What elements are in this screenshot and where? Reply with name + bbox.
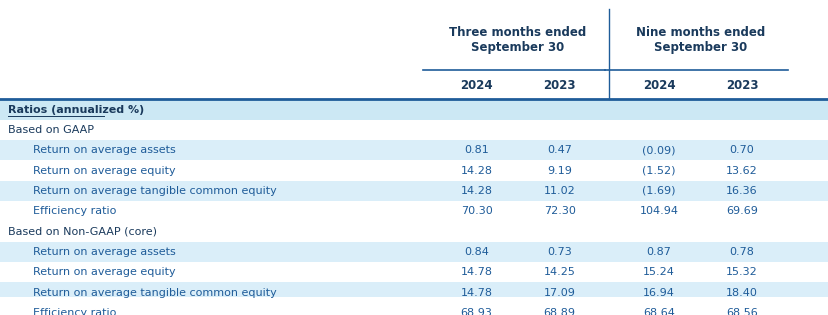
Text: 14.78: 14.78 [460, 267, 492, 277]
Text: 16.94: 16.94 [643, 288, 674, 298]
Text: 0.47: 0.47 [546, 145, 571, 155]
Bar [0, 120, 828, 140]
Text: 9.19: 9.19 [546, 166, 571, 175]
Text: 0.84: 0.84 [464, 247, 489, 257]
Text: 16.36: 16.36 [725, 186, 757, 196]
Bar [0, 283, 828, 303]
Text: Efficiency ratio: Efficiency ratio [33, 206, 117, 216]
Text: 2023: 2023 [724, 79, 758, 92]
Text: 14.78: 14.78 [460, 288, 492, 298]
Text: 18.40: 18.40 [725, 288, 757, 298]
Text: 70.30: 70.30 [460, 206, 492, 216]
Text: Return on average assets: Return on average assets [33, 247, 176, 257]
Bar [0, 9, 828, 100]
Text: 15.32: 15.32 [725, 267, 757, 277]
Text: (0.09): (0.09) [642, 145, 675, 155]
Text: 2024: 2024 [460, 79, 493, 92]
Text: 68.56: 68.56 [725, 308, 757, 315]
Text: 15.24: 15.24 [643, 267, 674, 277]
Text: Efficiency ratio: Efficiency ratio [33, 308, 117, 315]
Text: 0.73: 0.73 [546, 247, 571, 257]
Text: 69.69: 69.69 [725, 206, 757, 216]
Text: 14.25: 14.25 [543, 267, 575, 277]
Bar [0, 160, 828, 181]
Text: 104.94: 104.94 [638, 206, 678, 216]
Bar [0, 140, 828, 160]
Bar [0, 262, 828, 283]
Text: Based on Non-GAAP (core): Based on Non-GAAP (core) [8, 226, 157, 237]
Text: Return on average assets: Return on average assets [33, 145, 176, 155]
Text: 14.28: 14.28 [460, 186, 492, 196]
Text: 2023: 2023 [542, 79, 575, 92]
Text: Return on average equity: Return on average equity [33, 166, 176, 175]
Bar [0, 100, 828, 120]
Text: 68.64: 68.64 [643, 308, 674, 315]
Text: Based on GAAP: Based on GAAP [8, 125, 94, 135]
Bar [0, 181, 828, 201]
Text: Ratios (annualized %): Ratios (annualized %) [8, 105, 144, 115]
Text: (1.52): (1.52) [642, 166, 675, 175]
Text: Three months ended
September 30: Three months ended September 30 [449, 26, 586, 54]
Text: 68.89: 68.89 [543, 308, 575, 315]
Bar [0, 201, 828, 221]
Text: 2024: 2024 [642, 79, 675, 92]
Text: 68.93: 68.93 [460, 308, 492, 315]
Text: 0.87: 0.87 [646, 247, 671, 257]
Text: Return on average equity: Return on average equity [33, 267, 176, 277]
Text: Return on average tangible common equity: Return on average tangible common equity [33, 186, 277, 196]
Text: 14.28: 14.28 [460, 166, 492, 175]
Text: 17.09: 17.09 [543, 288, 575, 298]
Bar [0, 242, 828, 262]
Text: 0.78: 0.78 [729, 247, 753, 257]
Text: (1.69): (1.69) [642, 186, 675, 196]
Text: 0.70: 0.70 [729, 145, 753, 155]
Bar [0, 303, 828, 315]
Text: 0.81: 0.81 [464, 145, 489, 155]
Text: Nine months ended
September 30: Nine months ended September 30 [635, 26, 764, 54]
Text: 72.30: 72.30 [543, 206, 575, 216]
Text: Return on average tangible common equity: Return on average tangible common equity [33, 288, 277, 298]
Text: 11.02: 11.02 [543, 186, 575, 196]
Text: 13.62: 13.62 [725, 166, 757, 175]
Bar [0, 221, 828, 242]
